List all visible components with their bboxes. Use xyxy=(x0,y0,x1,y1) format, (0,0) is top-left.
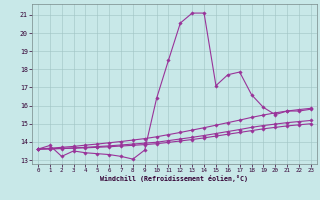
X-axis label: Windchill (Refroidissement éolien,°C): Windchill (Refroidissement éolien,°C) xyxy=(100,175,248,182)
